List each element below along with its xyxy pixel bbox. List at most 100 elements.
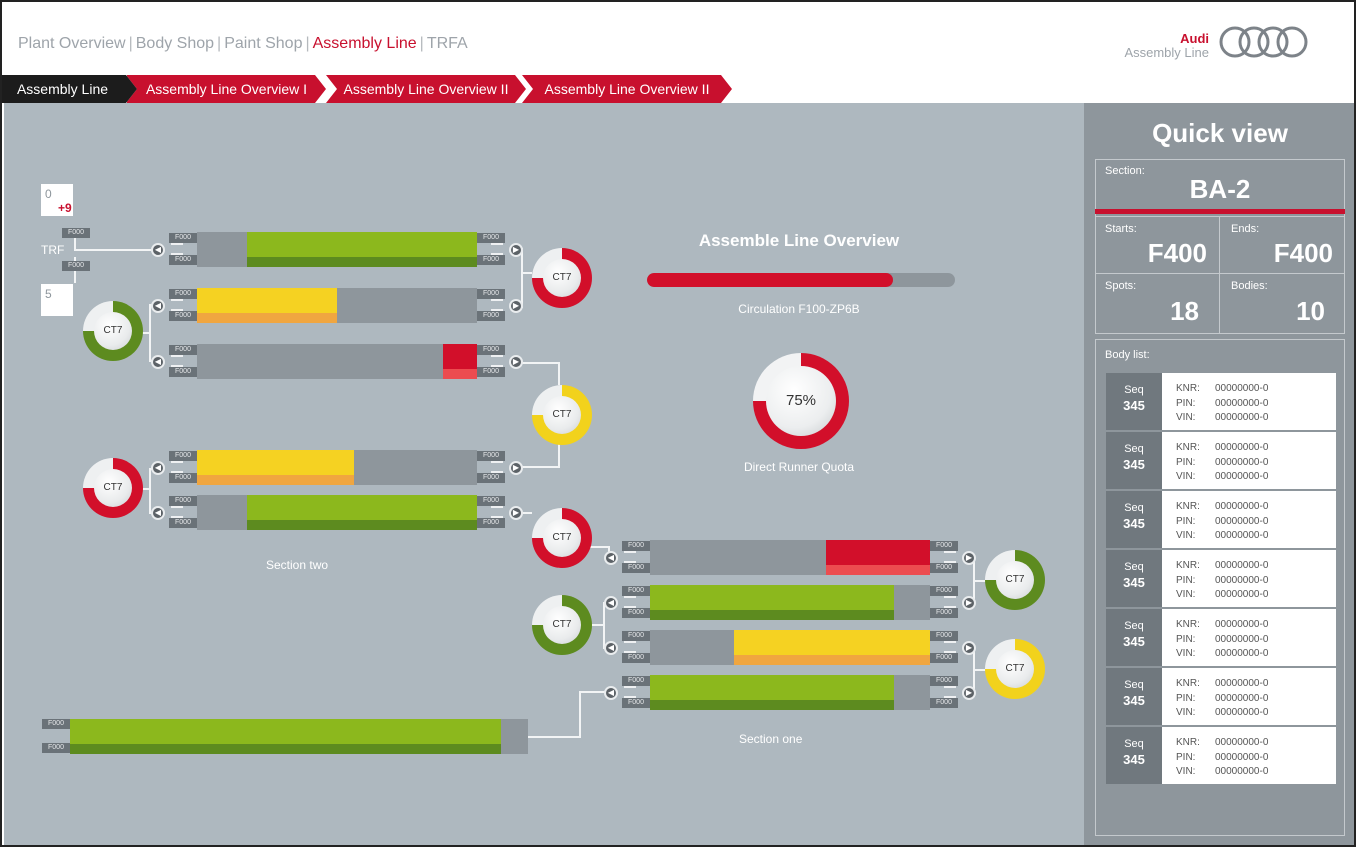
knr-line: KNR: 00000000-0 — [1176, 442, 1269, 453]
nav-assembly-line[interactable]: Assembly Line — [312, 35, 417, 52]
station-tag: F000 — [930, 541, 958, 551]
cycle-time-gauge-red[interactable]: CT7 — [83, 458, 143, 518]
lane-fill-top — [826, 540, 930, 565]
section-one-label: Section one — [739, 732, 803, 746]
body-list-item[interactable]: Seq 345 KNR: 00000000-0 PIN: 00000000-0 VIN: 00… — [1106, 432, 1336, 489]
body-list-item[interactable]: Seq 345 KNR: 00000000-0 PIN: 00000000-0 VIN: 00… — [1106, 550, 1336, 607]
section-two-label: Section two — [266, 558, 329, 572]
knr-line: KNR: 00000000-0 — [1176, 678, 1269, 689]
seq-number: 345 — [1123, 693, 1145, 708]
circulation-progress[interactable] — [647, 273, 955, 287]
knr-line: KNR: 00000000-0 — [1176, 383, 1269, 394]
lane-fill-top — [247, 495, 477, 520]
gauge-label: CT7 — [94, 312, 132, 350]
lane-track[interactable] — [197, 288, 477, 323]
connector-node-icon[interactable]: ◀ — [151, 243, 165, 257]
pin-line: PIN: 00000000-0 — [1176, 692, 1269, 704]
lane-fill-top — [197, 450, 354, 475]
lane-fill-top — [734, 630, 930, 655]
station-tag: F000 — [169, 345, 197, 355]
audi-rings-logo — [1219, 26, 1308, 58]
body-list-item[interactable]: Seq 345 KNR: 00000000-0 PIN: 00000000-0 VIN: 00… — [1106, 727, 1336, 784]
cycle-time-gauge-yellow[interactable]: CT7 — [532, 385, 592, 445]
body-list-item[interactable]: Seq 345 KNR: 00000000-0 PIN: 00000000-0 VIN: 00… — [1106, 609, 1336, 666]
lane-connector-lines — [610, 681, 970, 705]
body-list-item[interactable]: Seq 345 KNR: 00000000-0 PIN: 00000000-0 VIN: 00… — [1106, 491, 1336, 548]
station-tag: F000 — [622, 608, 650, 618]
cycle-time-gauge-green[interactable]: CT7 — [83, 301, 143, 361]
breadcrumb-item-overview-ii[interactable]: Assembly Line Overview II — [326, 75, 526, 103]
station-tag: F000 — [42, 719, 70, 729]
quick-view-title: Quick view — [1152, 118, 1288, 148]
lane-fill-bottom — [443, 368, 477, 379]
station-tag: F000 — [477, 518, 505, 528]
lane-track[interactable] — [650, 585, 930, 620]
lane-track[interactable] — [650, 630, 930, 665]
station-tag: F000 — [62, 261, 90, 271]
vin-line: VIN: 00000000-0 — [1176, 707, 1269, 718]
nav-separator: | — [128, 35, 133, 52]
body-list-box — [1095, 339, 1345, 836]
direct-runner-quota-gauge[interactable]: 75% — [753, 353, 849, 449]
connector-node-icon[interactable]: ▶ — [509, 355, 523, 369]
starts-label: Starts: — [1105, 223, 1137, 235]
connector-node-icon[interactable]: ▶ — [509, 506, 523, 520]
connector-node-icon[interactable]: ◀ — [604, 686, 618, 700]
connector-node-icon[interactable]: ▶ — [509, 243, 523, 257]
cycle-time-gauge-red[interactable]: CT7 — [532, 248, 592, 308]
pin-line: PIN: 00000000-0 — [1176, 397, 1269, 409]
station-tag: F000 — [930, 563, 958, 573]
lane-track[interactable] — [650, 540, 930, 575]
lane-fill-bottom — [247, 519, 477, 530]
nav-body-shop[interactable]: Body Shop — [135, 35, 215, 52]
connector-node-icon[interactable]: ◀ — [151, 506, 165, 520]
cycle-time-gauge-green[interactable]: CT7 — [532, 595, 592, 655]
nav-trfa[interactable]: TRFA — [426, 35, 468, 52]
lane-track[interactable] — [197, 344, 477, 379]
connector-node-icon[interactable]: ▶ — [509, 461, 523, 475]
gauge-label: CT7 — [543, 606, 581, 644]
breadcrumb-item-overview-ii-b[interactable]: Assembly Line Overview II — [522, 75, 732, 103]
body-ids: KNR: 00000000-0 PIN: 00000000-0 VIN: 00000000… — [1176, 618, 1268, 662]
body-ids: KNR: 00000000-0 PIN: 00000000-0 VIN: 00000000… — [1176, 559, 1268, 603]
pin-line: PIN: 00000000-0 — [1176, 633, 1269, 645]
connector-node-icon[interactable]: ▶ — [962, 641, 976, 655]
station-tag: F000 — [477, 345, 505, 355]
connector-node-icon[interactable]: ◀ — [151, 299, 165, 313]
quota-label: Direct Runner Quota — [743, 460, 855, 474]
lane-track[interactable] — [650, 675, 930, 710]
connector-node-icon[interactable]: ▶ — [962, 551, 976, 565]
brand-name: Audi — [1180, 31, 1209, 46]
lane-track[interactable] — [70, 719, 528, 754]
lane-fill-yellow — [734, 630, 930, 665]
body-list-item[interactable]: Seq 345 KNR: 00000000-0 PIN: 00000000-0 VIN: 00… — [1106, 373, 1336, 430]
station-tag: F000 — [622, 698, 650, 708]
vin-line: VIN: 00000000-0 — [1176, 530, 1269, 541]
body-ids: KNR: 00000000-0 PIN: 00000000-0 VIN: 00000000… — [1176, 441, 1268, 485]
connector-node-icon[interactable]: ◀ — [604, 596, 618, 610]
body-list-item[interactable]: Seq 345 KNR: 00000000-0 PIN: 00000000-0 VIN: 00… — [1106, 668, 1336, 725]
connector-node-icon[interactable]: ▶ — [962, 596, 976, 610]
nav-paint-shop[interactable]: Paint Shop — [224, 35, 303, 52]
lane-track[interactable] — [197, 495, 477, 530]
connector-node-icon[interactable]: ◀ — [604, 551, 618, 565]
connector-node-icon[interactable]: ▶ — [962, 686, 976, 700]
bodies-cell — [1219, 273, 1345, 334]
nav-plant-overview[interactable]: Plant Overview — [18, 35, 126, 52]
station-tag: F000 — [169, 255, 197, 265]
cycle-time-gauge-red[interactable]: CT7 — [532, 508, 592, 568]
connector-node-icon[interactable]: ◀ — [151, 355, 165, 369]
breadcrumb-item-assembly-line[interactable]: Assembly Line — [2, 75, 137, 103]
circulation-label: Circulation F100-ZP6B — [738, 302, 860, 316]
lane-track[interactable] — [197, 232, 477, 267]
connector-node-icon[interactable]: ◀ — [604, 641, 618, 655]
lane-fill-red — [826, 540, 930, 575]
cycle-time-gauge-yellow[interactable]: CT7 — [985, 639, 1045, 699]
breadcrumb-item-overview-i[interactable]: Assembly Line Overview I — [126, 75, 326, 103]
station-tag: F000 — [930, 608, 958, 618]
lane-track[interactable] — [197, 450, 477, 485]
connector-node-icon[interactable]: ▶ — [509, 299, 523, 313]
station-tag: F000 — [622, 586, 650, 596]
connector-node-icon[interactable]: ◀ — [151, 461, 165, 475]
cycle-time-gauge-green[interactable]: CT7 — [985, 550, 1045, 610]
